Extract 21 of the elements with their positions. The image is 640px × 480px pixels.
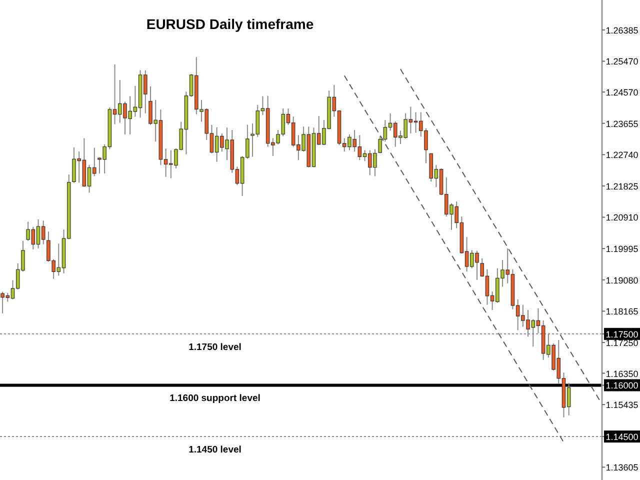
y-tick-label: 1.24570: [606, 88, 638, 98]
y-tick-label: 1.20910: [606, 212, 638, 223]
y-tick-label: 1.23655: [606, 118, 638, 129]
y-tick-label: 1.19995: [606, 244, 638, 254]
y-tick-label: 1.13605: [606, 462, 638, 473]
y-tick-label: 1.22740: [606, 150, 638, 160]
y-tick-label: 1.17500: [606, 329, 638, 340]
ref-line-label: 1.1600 support level: [170, 393, 260, 404]
y-tick-label: 1.17250: [606, 338, 638, 348]
y-tick-label: 1.15435: [606, 400, 638, 410]
ref-line-label: 1.1750 level: [188, 342, 242, 353]
y-tick-label: 1.21825: [606, 181, 638, 192]
ref-line-label: 1.1450 level: [188, 444, 242, 456]
text: EURUSD Daily timeframe: [146, 16, 314, 32]
y-tick-label: 1.18165: [606, 306, 638, 317]
y-tick-label: 1.14500: [606, 432, 638, 442]
y-tick-label: 1.19080: [606, 275, 638, 286]
y-tick-label: 1.16350: [606, 368, 638, 379]
y-tick-label: 1.26385: [606, 25, 638, 36]
y-tick-label: 1.16000: [606, 380, 638, 391]
y-tick-label: 1.25470: [606, 56, 638, 67]
